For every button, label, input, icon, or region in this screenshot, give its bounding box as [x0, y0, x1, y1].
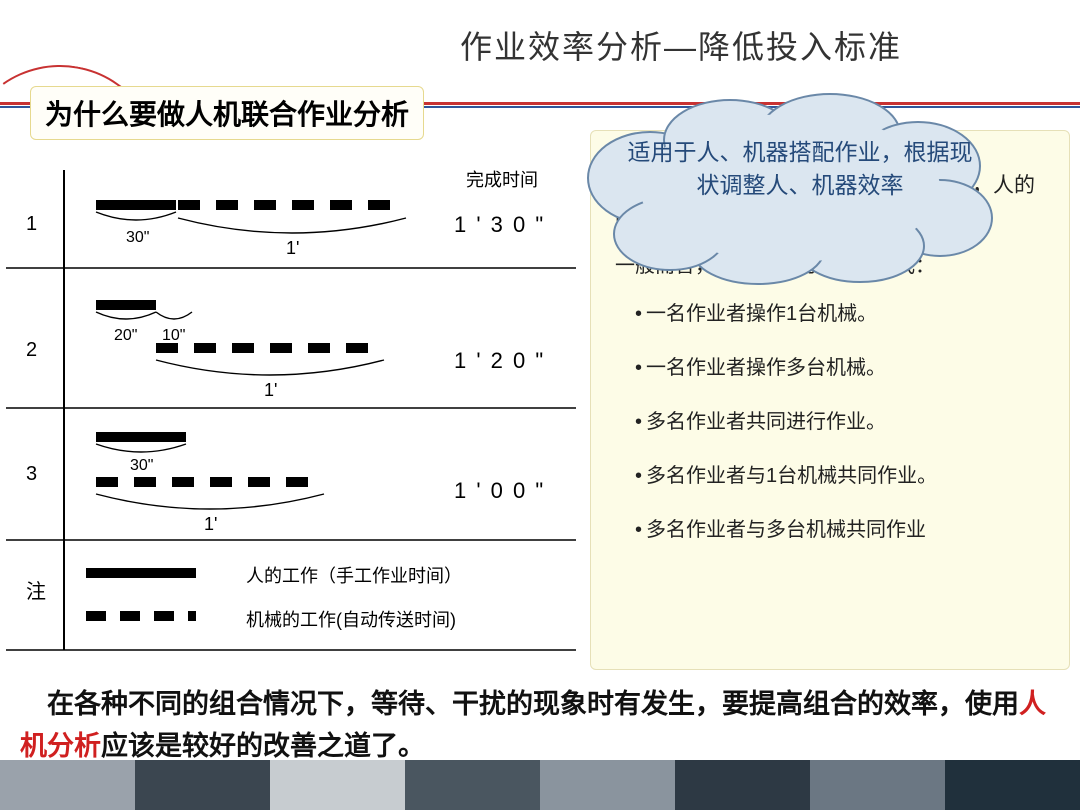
list-item: 多名作业者与1台机械共同作业。: [635, 461, 1045, 491]
svg-text:机械的工作(自动传送时间): 机械的工作(自动传送时间): [246, 610, 456, 630]
conclusion-part1: 在各种不同的组合情况下，等待、干扰的现象时有发生，要提高组合的效率，使用: [20, 689, 1019, 719]
svg-text:1': 1': [286, 238, 299, 258]
svg-text:注: 注: [26, 580, 46, 603]
conclusion-part2: 应该是较好的改善之道了。: [101, 731, 425, 761]
list-item: 多名作业者与多台机械共同作业: [635, 515, 1045, 545]
section-subtitle: 为什么要做人机联合作业分析: [30, 86, 424, 140]
svg-text:30": 30": [130, 457, 153, 474]
svg-text:1 ' 3 0 ": 1 ' 3 0 ": [454, 212, 545, 237]
svg-text:1: 1: [26, 213, 37, 235]
diagram-row-2: 2 20" 10" 1' 1 ' 2 0 ": [6, 300, 576, 408]
list-item: 多名作业者共同进行作业。: [635, 407, 1045, 437]
list-item: 一名作业者操作多台机械。: [635, 353, 1045, 383]
conclusion-text: 在各种不同的组合情况下，等待、干扰的现象时有发生，要提高组合的效率，使用人机分析…: [20, 684, 1060, 768]
svg-text:10": 10": [162, 327, 185, 344]
diagram-row-1: 1 30" 1' 1 ' 3 0 ": [6, 200, 576, 268]
diagram-legend: 注 人的工作（手工作业时间） 机械的工作(自动传送时间): [6, 566, 576, 650]
svg-text:人的工作（手工作业时间）: 人的工作（手工作业时间）: [246, 566, 462, 586]
svg-text:30": 30": [126, 229, 149, 246]
main-title: 作业效率分析—降低投入标准: [460, 22, 902, 68]
cloud-text: 适用于人、机器搭配作业，根据现状调整人、机器效率: [620, 136, 980, 203]
cloud-callout: 适用于人、机器搭配作业，根据现状调整人、机器效率: [540, 88, 1020, 278]
svg-text:1 ' 2 0 ": 1 ' 2 0 ": [454, 348, 545, 373]
svg-text:20": 20": [114, 327, 137, 344]
diagram-row-3: 3 30" 1' 1 ' 0 0 ": [6, 432, 576, 540]
svg-text:3: 3: [26, 463, 37, 485]
svg-text:1': 1': [204, 514, 217, 534]
combo-list: 一名作业者操作1台机械。 一名作业者操作多台机械。 多名作业者共同进行作业。 多…: [635, 299, 1045, 545]
footer-image-strip: [0, 760, 1080, 810]
svg-text:1 ' 0 0 ": 1 ' 0 0 ": [454, 478, 545, 503]
svg-text:2: 2: [26, 339, 37, 361]
svg-text:1': 1': [264, 380, 277, 400]
list-item: 一名作业者操作1台机械。: [635, 299, 1045, 329]
svg-text:完成时间: 完成时间: [466, 170, 538, 190]
timing-diagram: 完成时间 1 30" 1' 1 ' 3 0 " 2 20": [6, 150, 576, 670]
